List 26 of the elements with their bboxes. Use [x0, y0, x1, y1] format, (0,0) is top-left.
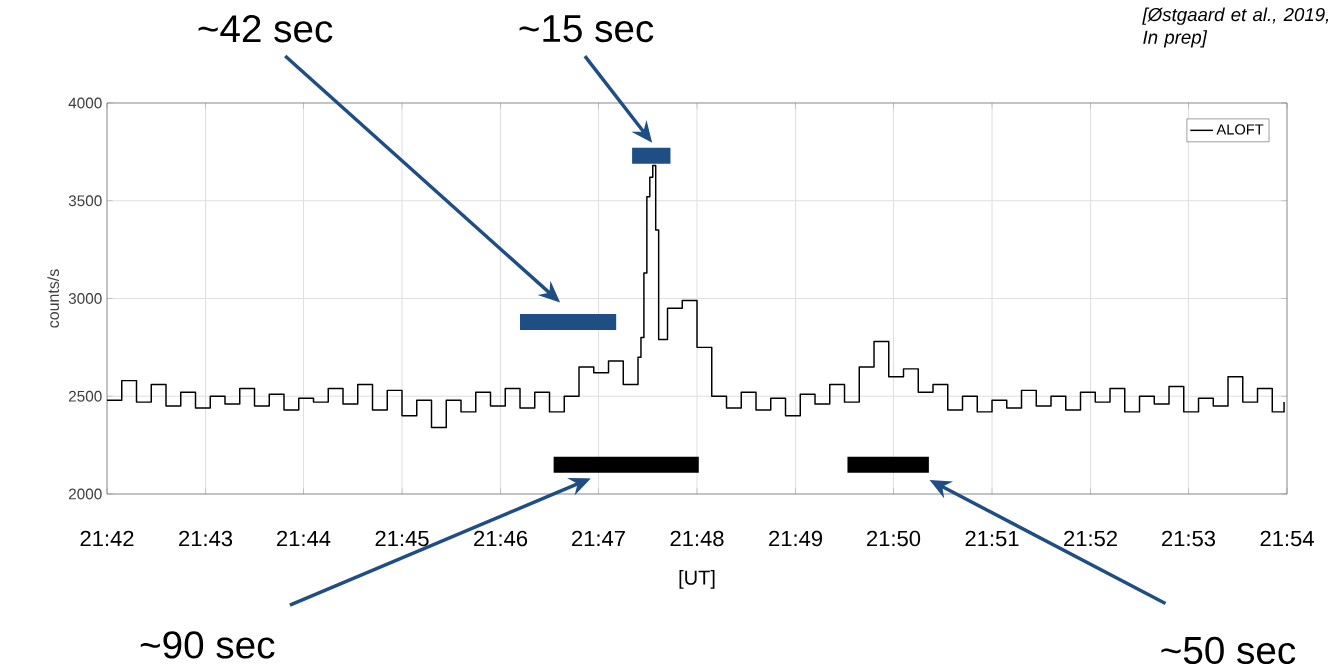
x-tick-label: 21:54 — [1260, 530, 1314, 547]
x-tick-label: 21:52 — [1064, 530, 1117, 547]
x-tick-label: 21:43 — [179, 530, 233, 547]
x-tick-label: 21:42 — [80, 530, 134, 547]
x-tick-label: 21:49 — [769, 530, 823, 547]
x-tick-label: 21:50 — [867, 530, 921, 547]
y-tick-label: 2000 — [68, 488, 102, 500]
x-tick-label: 21:47 — [572, 530, 625, 547]
text: ~50 sec — [1161, 636, 1296, 665]
text: ~42 sec — [198, 15, 333, 43]
text: ~90 sec — [140, 631, 275, 659]
x-tick-label: 21:45 — [375, 530, 429, 547]
y-tick-label: 4000 — [68, 97, 102, 109]
y-tick-label: 3000 — [68, 293, 102, 304]
x-axis-title: [UT] — [679, 570, 715, 589]
y-tick-label: 2500 — [68, 390, 102, 402]
x-tick-label: 21:53 — [1162, 530, 1216, 547]
text: ~15 sec — [519, 15, 654, 43]
x-tick-label: 21:51 — [965, 530, 1019, 547]
text: [Østgaard et al., 2019, In prep] — [1142, 7, 1329, 48]
x-tick-label: 21:48 — [670, 530, 724, 547]
x-tick-label: 21:46 — [474, 530, 528, 547]
x-tick-label: 21:44 — [277, 530, 331, 547]
legend-label: ALOFT — [1216, 124, 1264, 135]
y-tick-label: 3500 — [68, 195, 102, 207]
y-axis-title: counts/s — [47, 269, 60, 328]
